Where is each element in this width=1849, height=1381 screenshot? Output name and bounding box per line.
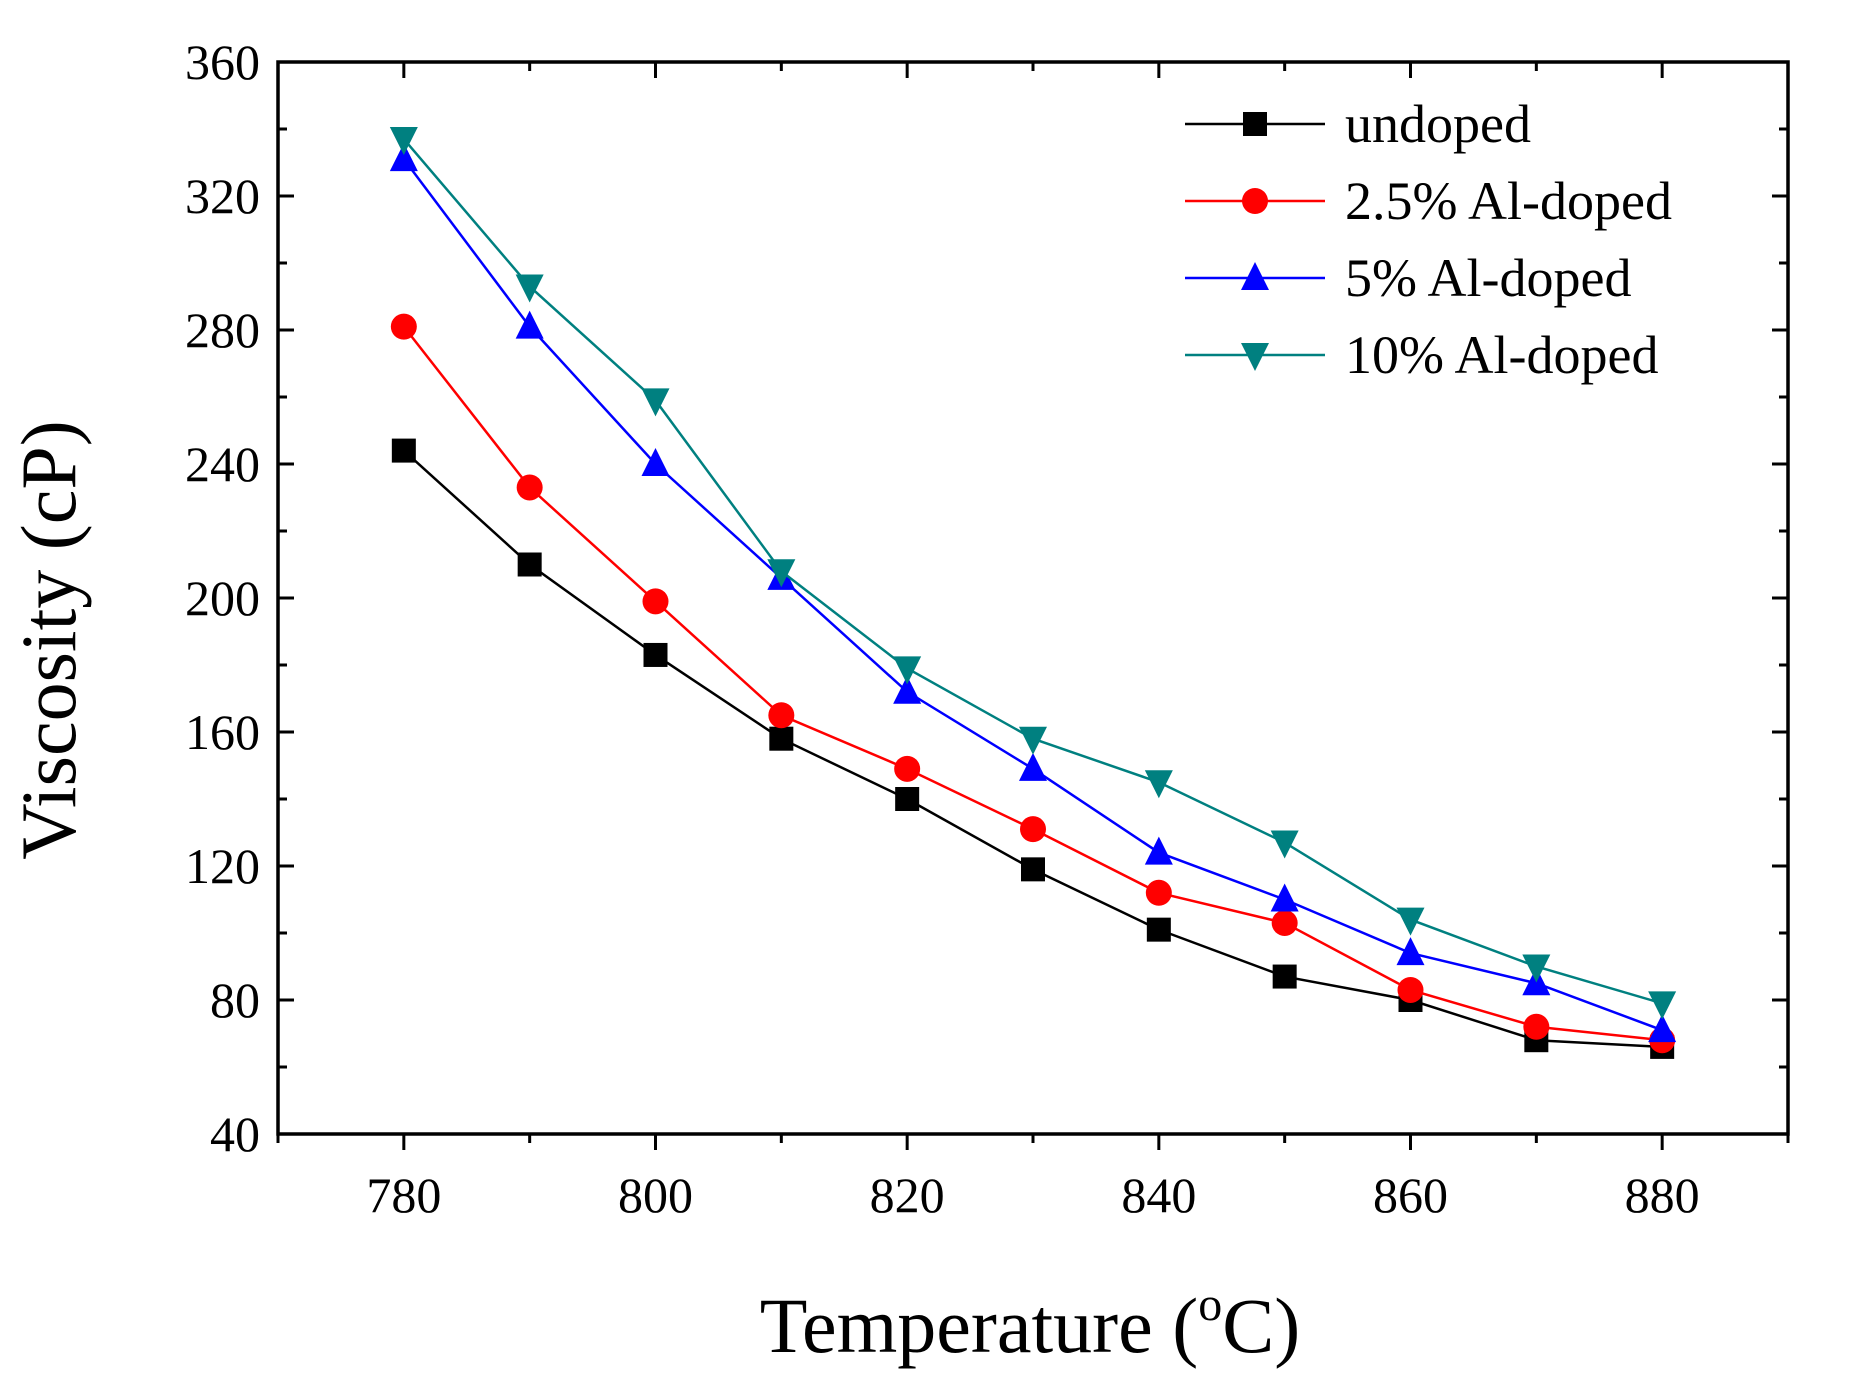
y-tick-label: 360 bbox=[185, 34, 260, 90]
series-2-5-al-doped bbox=[390, 313, 1676, 1054]
data-point bbox=[390, 313, 417, 340]
legend-marker bbox=[1241, 343, 1269, 371]
y-tick-label: 80 bbox=[210, 972, 260, 1028]
data-point bbox=[1020, 816, 1046, 843]
legend-entry: undoped bbox=[1185, 94, 1531, 154]
y-axis-title: Viscosity (cP) bbox=[5, 420, 92, 859]
data-point bbox=[643, 642, 668, 667]
series-layer bbox=[389, 127, 1677, 1059]
data-point bbox=[1145, 879, 1172, 906]
data-point bbox=[515, 310, 544, 339]
legend-marker bbox=[1242, 188, 1268, 214]
data-point bbox=[516, 474, 543, 501]
y-tick-label: 280 bbox=[185, 302, 260, 358]
data-point bbox=[1648, 991, 1677, 1020]
series-5-al-doped bbox=[389, 143, 1677, 1043]
data-point bbox=[1271, 909, 1298, 936]
legend-label: 5% Al-doped bbox=[1345, 248, 1631, 308]
data-point bbox=[893, 675, 922, 704]
legend-entry: 10% Al-doped bbox=[1185, 325, 1658, 385]
data-point bbox=[894, 755, 921, 782]
y-tick-label: 200 bbox=[185, 570, 260, 626]
legend-label: 2.5% Al-doped bbox=[1345, 171, 1672, 231]
data-point bbox=[1270, 830, 1299, 859]
y-tick-label: 160 bbox=[185, 704, 260, 760]
data-point bbox=[1144, 770, 1173, 799]
data-point bbox=[389, 143, 418, 172]
data-point bbox=[1146, 917, 1171, 942]
data-point bbox=[1270, 883, 1299, 912]
data-point bbox=[1021, 857, 1045, 882]
legend-entry: 2.5% Al-doped bbox=[1185, 171, 1672, 231]
data-point bbox=[517, 552, 542, 577]
y-tick-label: 240 bbox=[185, 436, 260, 492]
data-point bbox=[1019, 726, 1047, 755]
data-point bbox=[642, 588, 669, 615]
data-point bbox=[895, 787, 920, 811]
legend-label: 10% Al-doped bbox=[1345, 325, 1658, 385]
data-point bbox=[389, 127, 418, 156]
data-point bbox=[1396, 907, 1425, 936]
data-point bbox=[391, 438, 416, 463]
data-point bbox=[1272, 964, 1297, 989]
data-point bbox=[1648, 1014, 1677, 1043]
data-point bbox=[1019, 752, 1047, 781]
data-point bbox=[641, 448, 670, 476]
x-axis-title-main: Temperature ( bbox=[760, 1282, 1198, 1369]
x-tick-label: 880 bbox=[1625, 1167, 1700, 1223]
legend-label: undoped bbox=[1345, 94, 1531, 154]
x-tick-label: 780 bbox=[366, 1167, 441, 1223]
data-point bbox=[641, 388, 670, 417]
x-tick-label: 840 bbox=[1121, 1167, 1196, 1223]
data-point bbox=[1523, 1013, 1550, 1040]
data-point bbox=[767, 559, 796, 588]
series-line bbox=[402, 325, 1663, 1042]
x-axis-title-unit: C) bbox=[1222, 1282, 1300, 1369]
x-axis-title-sup: o bbox=[1198, 1278, 1222, 1331]
y-tick-label: 320 bbox=[185, 168, 260, 224]
legend: undoped 2.5% Al-doped 5% Al-doped 10% Al-do… bbox=[1185, 94, 1672, 385]
data-point bbox=[1396, 937, 1425, 966]
y-tick-label: 120 bbox=[185, 838, 260, 894]
legend-entry: 5% Al-doped bbox=[1185, 248, 1631, 308]
x-tick-label: 860 bbox=[1373, 1167, 1448, 1223]
legend-marker bbox=[1243, 112, 1267, 136]
series-10-al-doped bbox=[389, 127, 1677, 1020]
data-point bbox=[1397, 976, 1424, 1003]
data-point bbox=[1144, 836, 1173, 865]
data-point bbox=[515, 274, 544, 303]
data-point bbox=[768, 702, 795, 729]
data-point bbox=[769, 726, 794, 751]
data-point bbox=[893, 656, 922, 685]
x-axis-title: Temperature (oC) bbox=[760, 1278, 1300, 1369]
legend-marker bbox=[1241, 262, 1269, 290]
x-tick-label: 820 bbox=[870, 1167, 945, 1223]
x-tick-label: 800 bbox=[618, 1167, 693, 1223]
data-point bbox=[1522, 954, 1551, 983]
axes-layer: 40 80 120 160 200 240 280 320 360 780 800 820 840 860… bbox=[185, 34, 1790, 1223]
y-tick-label: 40 bbox=[210, 1106, 260, 1162]
